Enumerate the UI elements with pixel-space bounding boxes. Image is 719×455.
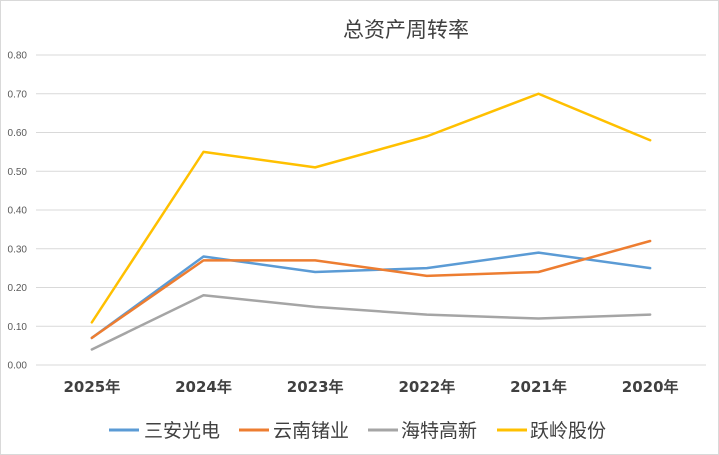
x-tick-label: 2024年: [175, 378, 232, 396]
chart-title: 总资产周转率: [343, 18, 469, 42]
grid-layer: [36, 54, 706, 366]
series-layer: [90, 92, 652, 351]
x-tick-label: 2025年: [63, 378, 120, 396]
x-tick-label: 2021年: [510, 378, 567, 396]
y-tick-label: 0.70: [8, 89, 28, 100]
y-tick-label: 0.00: [8, 361, 28, 372]
y-tick-label: 0.20: [8, 283, 28, 294]
series-line: [90, 294, 652, 351]
y-tick-label: 0.50: [8, 167, 28, 178]
y-axis: 0.00 0.10 0.20 0.30 0.40 0.50 0.60 0.70 0.80: [8, 51, 28, 372]
series-line: [90, 92, 652, 324]
x-axis: 2025年 2024年 2023年 2022年 2021年 2020年: [63, 378, 678, 396]
y-tick-label: 0.60: [8, 128, 28, 139]
x-tick-label: 2022年: [398, 378, 455, 396]
series-line: [90, 251, 652, 340]
y-tick-label: 0.30: [8, 244, 28, 255]
legend-item: 跃岭股份: [497, 420, 606, 442]
legend: 三安光电 云南锗业 海特高新 跃岭股份: [109, 420, 606, 442]
y-tick-label: 0.40: [8, 206, 28, 217]
x-tick-label: 2020年: [622, 378, 679, 396]
y-tick-label: 0.10: [8, 322, 28, 333]
legend-label: 跃岭股份: [530, 420, 606, 442]
y-tick-label: 0.80: [8, 51, 28, 62]
legend-item: 云南锗业: [239, 420, 349, 442]
legend-item: 三安光电: [109, 420, 220, 442]
x-tick-label: 2023年: [287, 378, 344, 396]
legend-item: 海特高新: [368, 420, 477, 442]
series-line: [90, 239, 652, 340]
legend-label: 海特高新: [401, 420, 477, 442]
legend-label: 三安光电: [144, 420, 220, 442]
legend-label: 云南锗业: [273, 420, 349, 442]
